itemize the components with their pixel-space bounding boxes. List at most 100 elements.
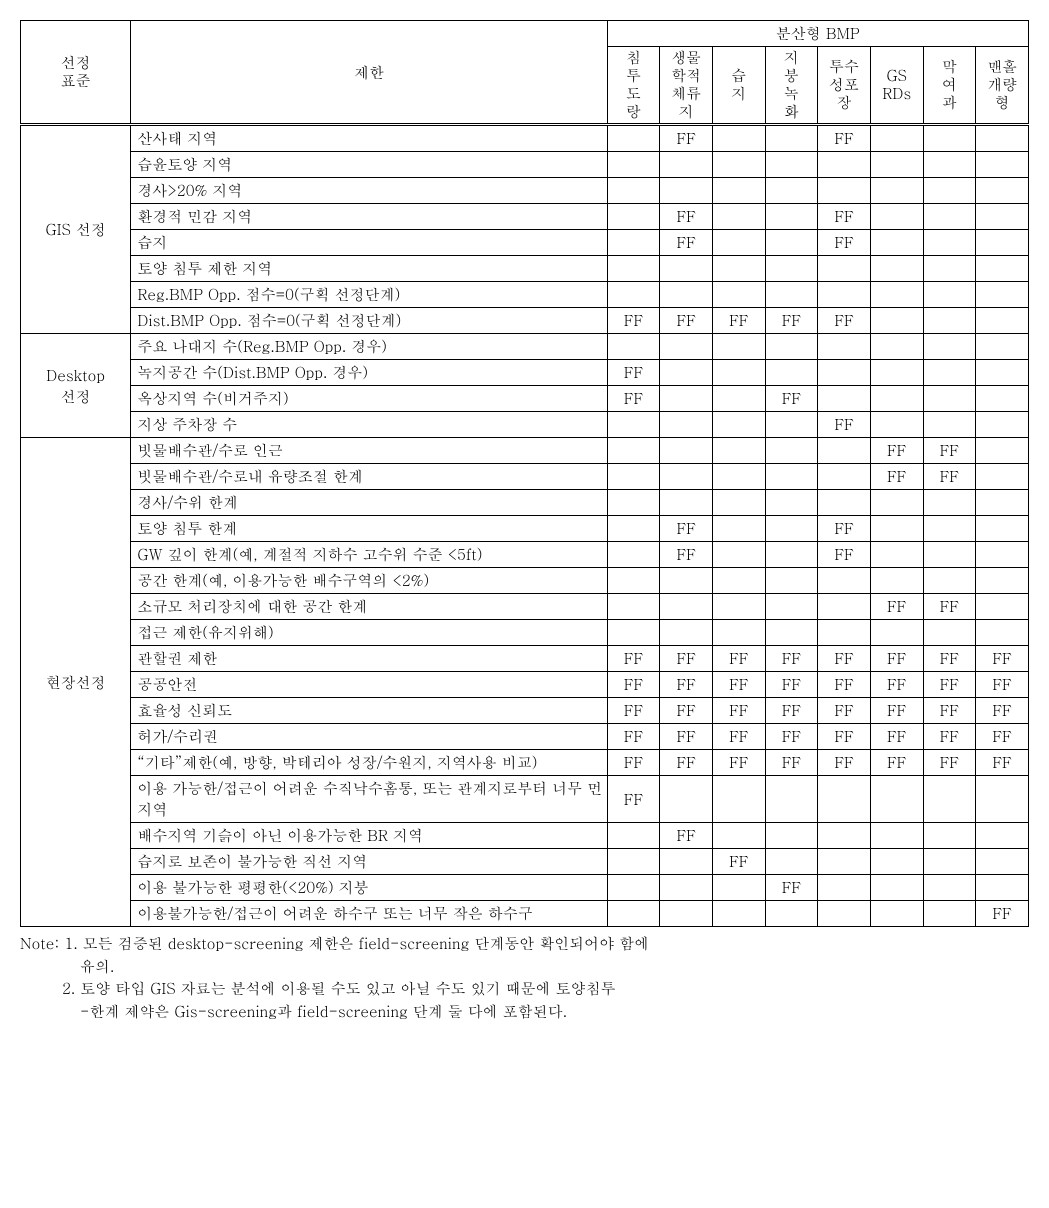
bmp-cell xyxy=(607,490,660,516)
limit-cell: 녹지공간 수(Dist.BMP Opp. 경우) xyxy=(131,360,607,386)
limit-cell: Dist.BMP Opp. 점수=0(구획 선정단계) xyxy=(131,308,607,334)
bmp-cell xyxy=(712,620,765,646)
table-row: 경사>20% 지역 xyxy=(21,178,1029,204)
bmp-cell xyxy=(712,360,765,386)
bmp-cell: FF xyxy=(765,724,818,750)
bmp-cell xyxy=(765,490,818,516)
bmp-cell xyxy=(818,875,871,901)
table-body: GIS 선정산사태 지역FFFF습윤토양 지역경사>20% 지역환경적 민감 지… xyxy=(21,125,1029,927)
bmp-cell xyxy=(976,204,1029,230)
limit-cell: “기타”제한(예, 방향, 박테리아 성장/수원지, 지역사용 비교) xyxy=(131,750,607,776)
bmp-cell xyxy=(765,594,818,620)
bmp-cell xyxy=(818,178,871,204)
bmp-cell xyxy=(870,256,923,282)
bmp-cell xyxy=(818,438,871,464)
bmp-cell: FF xyxy=(712,646,765,672)
bmp-cell: FF xyxy=(765,750,818,776)
bmp-cell xyxy=(870,901,923,927)
bmp-cell: FF xyxy=(765,308,818,334)
bmp-cell xyxy=(870,516,923,542)
table-row: 이용 가능한/접근이 어려운 수직낙수홈통, 또는 관계지로부터 너무 먼 지역… xyxy=(21,776,1029,823)
bmp-cell: FF xyxy=(712,724,765,750)
bmp-cell: FF xyxy=(976,724,1029,750)
bmp-cell xyxy=(870,360,923,386)
bmp-cell xyxy=(818,282,871,308)
bmp-cell xyxy=(765,849,818,875)
bmp-cell xyxy=(660,386,713,412)
bmp-cell xyxy=(818,386,871,412)
bmp-cell xyxy=(712,386,765,412)
table-row: 토양 침투 한계FFFF xyxy=(21,516,1029,542)
bmp-cell xyxy=(976,256,1029,282)
bmp-cell xyxy=(923,256,976,282)
bmp-cell xyxy=(607,568,660,594)
table-row: 소규모 처리장치에 대한 공간 한계FFFF xyxy=(21,594,1029,620)
bmp-table: 선정표준 제한 분산형 BMP 침투도랑생물학적체류지습지지붕녹화투수성포장GS… xyxy=(20,20,1029,927)
bmp-cell xyxy=(607,204,660,230)
bmp-cell: FF xyxy=(660,672,713,698)
bmp-cell xyxy=(712,282,765,308)
bmp-cell: FF xyxy=(870,646,923,672)
bmp-cell: FF xyxy=(660,125,713,152)
bmp-cell xyxy=(660,178,713,204)
bmp-cell: FF xyxy=(607,724,660,750)
bmp-cell xyxy=(818,823,871,849)
group-header: Desktop선정 xyxy=(21,334,131,438)
note-1-line-1: 1. 모든 검증된 desktop-screening 제한은 field-sc… xyxy=(64,933,649,954)
bmp-cell: FF xyxy=(607,386,660,412)
bmp-cell xyxy=(765,901,818,927)
table-row: 습지로 보존이 불가능한 직선 지역FF xyxy=(21,849,1029,875)
table-row: 공간 한계(예, 이용가능한 배수구역의 <2%) xyxy=(21,568,1029,594)
bmp-cell xyxy=(765,542,818,568)
bmp-cell xyxy=(660,594,713,620)
bmp-cell xyxy=(660,334,713,360)
bmp-cell xyxy=(976,178,1029,204)
bmp-cell: FF xyxy=(870,750,923,776)
limit-cell: 소규모 처리장치에 대한 공간 한계 xyxy=(131,594,607,620)
bmp-cell xyxy=(712,901,765,927)
table-row: 이용불가능한/접근이 어려운 하수구 또는 너무 작은 하수구FF xyxy=(21,901,1029,927)
bmp-cell: FF xyxy=(660,823,713,849)
bmp-cell: FF xyxy=(818,308,871,334)
limit-cell: Reg.BMP Opp. 점수=0(구획 선정단계) xyxy=(131,282,607,308)
bmp-cell xyxy=(870,282,923,308)
bmp-cell: FF xyxy=(870,464,923,490)
bmp-cell xyxy=(818,568,871,594)
bmp-cell xyxy=(923,620,976,646)
bmp-cell xyxy=(765,412,818,438)
bmp-cell: FF xyxy=(976,750,1029,776)
bmp-cell: FF xyxy=(765,875,818,901)
bmp-cell: FF xyxy=(870,438,923,464)
bmp-cell xyxy=(976,308,1029,334)
bmp-cell xyxy=(923,360,976,386)
table-row: 습윤토양 지역 xyxy=(21,152,1029,178)
bmp-cell xyxy=(660,875,713,901)
bmp-cell xyxy=(818,256,871,282)
bmp-cell xyxy=(976,620,1029,646)
bmp-cell xyxy=(765,360,818,386)
bmp-cell xyxy=(765,568,818,594)
bmp-cell xyxy=(765,256,818,282)
bmp-cell: FF xyxy=(923,594,976,620)
bmp-cell xyxy=(607,849,660,875)
limit-cell: 허가/수리권 xyxy=(131,724,607,750)
bmp-cell xyxy=(976,152,1029,178)
bmp-cell xyxy=(712,490,765,516)
bmp-cell xyxy=(712,230,765,256)
bmp-cell xyxy=(765,152,818,178)
header-bmp-col: 습지 xyxy=(712,47,765,125)
bmp-cell: FF xyxy=(607,698,660,724)
bmp-cell xyxy=(870,178,923,204)
bmp-cell xyxy=(976,776,1029,823)
notes: Note: 1. 모든 검증된 desktop-screening 제한은 fi… xyxy=(20,933,1029,1023)
bmp-cell xyxy=(923,901,976,927)
bmp-cell: FF xyxy=(818,125,871,152)
bmp-cell xyxy=(712,542,765,568)
header-bmp-col: 침투도랑 xyxy=(607,47,660,125)
bmp-cell xyxy=(818,594,871,620)
bmp-cell xyxy=(607,620,660,646)
bmp-cell: FF xyxy=(765,386,818,412)
bmp-cell: FF xyxy=(923,438,976,464)
bmp-cell xyxy=(712,516,765,542)
note-prefix: Note: xyxy=(20,933,59,954)
